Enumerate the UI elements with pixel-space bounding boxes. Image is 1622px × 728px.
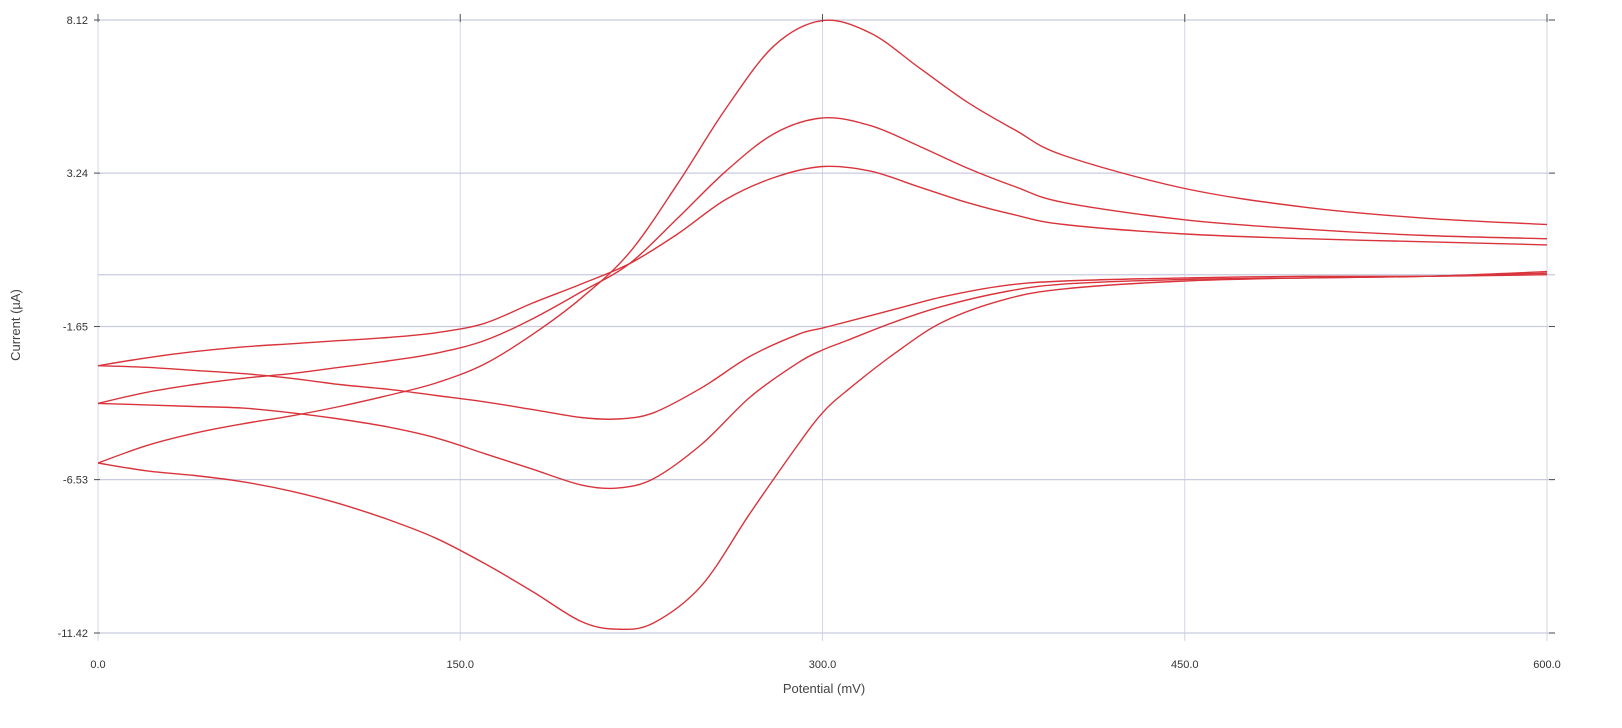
x-axis-ticks: 0.0 150.0 300.0 450.0 600.0	[90, 14, 1561, 671]
cv-curve-3-forward-scan	[97, 19, 1548, 464]
y-tick-label: -11.42	[58, 628, 88, 640]
cv-curve-3-reverse-scan	[97, 270, 1548, 631]
cv-curve-1-forward-scan	[97, 165, 1548, 367]
cv-curve-1-reverse-scan	[97, 274, 1548, 421]
x-tick-label: 0.0	[90, 659, 105, 671]
cv-curve-2-reverse-scan	[97, 272, 1548, 490]
y-axis-label: Current (µA)	[8, 289, 23, 361]
y-tick-label: -1.65	[63, 322, 88, 334]
y-tick-label: -6.53	[63, 475, 88, 487]
cv-curve-2-forward-scan	[97, 116, 1548, 405]
x-tick-label: 150.0	[446, 659, 474, 671]
x-axis-label: Potential (mV)	[783, 681, 865, 696]
x-tick-label: 300.0	[809, 659, 837, 671]
x-tick-label: 600.0	[1533, 659, 1561, 671]
y-tick-label: 3.24	[67, 168, 88, 180]
y-tick-label: 8.12	[67, 15, 88, 27]
data-series	[97, 19, 1548, 631]
y-axis-ticks: 8.12 3.24 -1.65 -6.53 -11.42	[58, 15, 1555, 640]
x-tick-label: 450.0	[1171, 659, 1199, 671]
